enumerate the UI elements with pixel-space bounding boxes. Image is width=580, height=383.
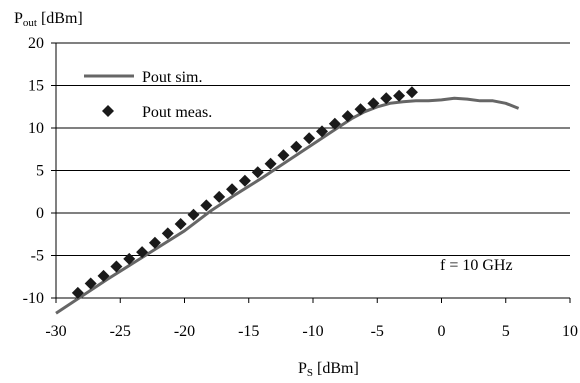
meas-point (226, 183, 239, 196)
legend: Pout sim. Pout meas. (84, 69, 212, 121)
meas-point (354, 103, 367, 116)
meas-point (315, 125, 328, 138)
x-tick-label: 10 (562, 323, 578, 340)
meas-point (123, 252, 136, 265)
x-tick-label: -25 (110, 323, 131, 340)
x-tick-label: 0 (438, 323, 446, 340)
meas-point (238, 174, 251, 187)
meas-point (367, 97, 380, 110)
y-tick-label: -5 (31, 248, 44, 265)
y-tick-label: -10 (23, 290, 44, 307)
legend-meas-label: Pout meas. (142, 104, 212, 121)
x-tick-label: -20 (174, 323, 195, 340)
y-tick-label: 5 (36, 163, 44, 180)
meas-point (200, 199, 213, 212)
meas-point (264, 157, 277, 170)
meas-point (187, 208, 200, 221)
frequency-annotation: f = 10 GHz (440, 257, 513, 274)
x-tick-label: -10 (302, 323, 323, 340)
series-meas (71, 86, 418, 299)
meas-point (84, 277, 97, 290)
x-tick-label: 5 (502, 323, 510, 340)
meas-point (328, 117, 341, 130)
meas-point (213, 190, 226, 203)
series-sim (55, 96, 520, 315)
y-tick-labels: -10 -5 0 5 10 15 20 (23, 35, 56, 307)
meas-point (161, 227, 174, 240)
y-tick-label: 20 (28, 35, 44, 52)
sim-line (55, 96, 520, 315)
x-tick-label: -5 (371, 323, 384, 340)
meas-point (174, 218, 187, 231)
y-tick-label: 10 (28, 120, 44, 137)
legend-meas-marker (102, 105, 114, 117)
meas-point (393, 89, 406, 102)
meas-point (277, 149, 290, 162)
meas-point (71, 286, 84, 299)
y-axis-label: Pout [dBm] (14, 10, 83, 29)
x-tick-labels: -30 -25 -20 -15 -10 -5 0 5 10 (45, 298, 578, 340)
y-tick-label: 15 (28, 78, 44, 95)
meas-point (380, 92, 393, 105)
x-tick-label: -15 (238, 323, 259, 340)
x-tick-label: -30 (45, 323, 66, 340)
legend-sim-label: Pout sim. (142, 69, 202, 86)
meas-point (97, 269, 110, 282)
meas-point (110, 260, 123, 273)
meas-point (405, 86, 418, 99)
meas-point (341, 110, 354, 123)
meas-point (136, 246, 149, 259)
meas-point (251, 166, 264, 179)
meas-point (303, 132, 316, 145)
meas-point (290, 140, 303, 153)
y-tick-label: 0 (36, 205, 44, 222)
x-axis-label: PS [dBm] (298, 360, 359, 379)
meas-point (148, 236, 161, 249)
